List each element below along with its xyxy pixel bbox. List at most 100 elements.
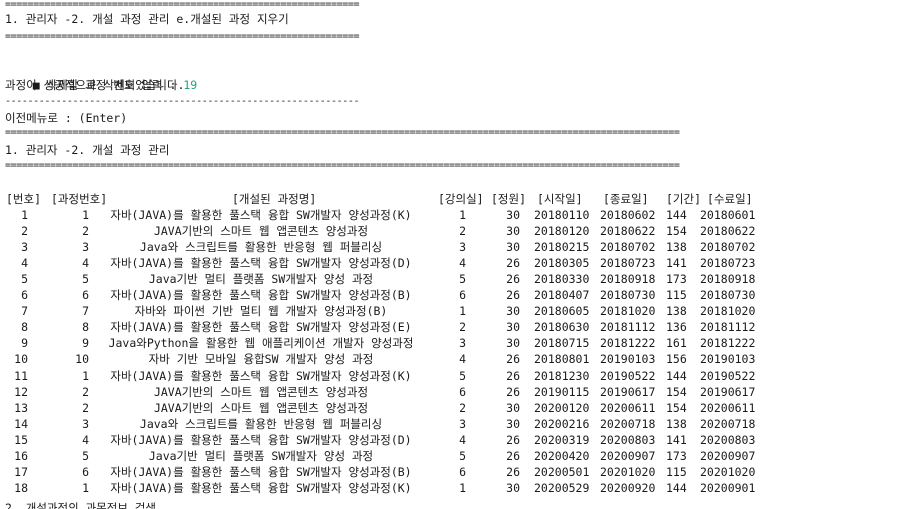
cell-classroom: 6	[459, 464, 466, 479]
cell-completion-date: 20181112	[700, 320, 756, 335]
cell-course-name: 자바(JAVA)를 활용한 풀스택 융합 SW개발자 양성과정(B)	[110, 288, 412, 303]
cell-completion-date: 20201020	[700, 464, 756, 479]
cell-end-date: 20200920	[600, 480, 656, 495]
cell-classroom: 2	[459, 400, 466, 415]
cell-course-name: 자바(JAVA)를 활용한 풀스택 융합 SW개발자 양성과정(K)	[110, 368, 412, 383]
cell-end-date: 20180702	[600, 240, 656, 255]
cell-capacity: 30	[506, 416, 520, 431]
cell-start-date: 20180715	[534, 336, 590, 351]
cell-duration: 144	[666, 368, 687, 383]
cell-classroom: 4	[459, 352, 466, 367]
cell-course-name: 자바 기반 모바일 융합SW 개발자 양성 과정	[148, 352, 374, 367]
cell-course-id: 3	[82, 240, 89, 255]
cell-completion-date: 20181222	[700, 336, 756, 351]
cell-number: 7	[21, 304, 28, 319]
cell-duration: 154	[666, 400, 687, 415]
breadcrumb-delete-course: 1. 관리자 -2. 개설 과정 관리 e.개설된 과정 지우기	[5, 12, 289, 26]
delete-course-number-input[interactable]: 19	[183, 78, 198, 92]
cell-number: 9	[21, 336, 28, 351]
next-menu-line: 2. 개설과정의 과목정보 검색	[5, 501, 156, 509]
cell-number: 2	[21, 224, 28, 239]
cell-capacity: 30	[506, 304, 520, 319]
cell-capacity: 30	[506, 208, 520, 222]
cell-duration: 141	[666, 256, 687, 271]
cell-course-name: JAVA기반의 스마트 웹 앱콘텐츠 양성과정	[153, 384, 369, 399]
cell-classroom: 6	[459, 384, 466, 399]
cell-course-id: 1	[82, 480, 89, 495]
cell-end-date: 20190617	[600, 384, 656, 399]
cell-completion-date: 20200907	[700, 448, 756, 463]
cell-course-name: 자바와 파이썬 기반 멀티 웹 개발자 양성과정(B)	[134, 304, 388, 319]
cell-end-date: 20200907	[600, 448, 656, 463]
cell-capacity: 30	[506, 400, 520, 415]
cell-number: 17	[14, 464, 28, 479]
cell-start-date: 20180630	[534, 320, 590, 335]
cell-course-id: 4	[82, 256, 89, 271]
cell-end-date: 20180622	[600, 224, 656, 239]
cell-duration: 141	[666, 432, 687, 447]
cell-completion-date: 20200718	[700, 416, 756, 431]
cell-end-date: 20190522	[600, 368, 656, 383]
cell-number: 8	[21, 320, 28, 335]
cell-end-date: 20180918	[600, 272, 656, 287]
cell-number: 13	[14, 400, 28, 415]
cell-start-date: 20200216	[534, 416, 590, 431]
back-menu-prompt[interactable]: 이전메뉴로 : (Enter)	[5, 111, 128, 125]
top-rule: ========================================…	[5, 0, 360, 10]
cell-classroom: 4	[459, 256, 466, 271]
cell-course-id: 7	[82, 304, 89, 319]
col-classroom: [강의실]	[438, 192, 484, 206]
cell-duration: 138	[666, 304, 687, 319]
cell-end-date: 20180602	[600, 208, 656, 222]
wide-rule: ========================================…	[5, 128, 680, 138]
cell-capacity: 26	[506, 272, 520, 287]
cell-start-date: 20180110	[534, 208, 590, 222]
cell-duration: 138	[666, 416, 687, 431]
success-message: 과정이 성공적으로 삭제되었습니다.	[5, 78, 185, 92]
cell-start-date: 20180330	[534, 272, 590, 287]
cell-course-id: 6	[82, 464, 89, 479]
cell-completion-date: 20200901	[700, 480, 756, 495]
cell-classroom: 1	[459, 480, 466, 495]
cell-end-date: 20181112	[600, 320, 656, 335]
cell-duration: 136	[666, 320, 687, 335]
cell-completion-date: 20180622	[700, 224, 756, 239]
col-course-id: [과정번호]	[51, 192, 108, 206]
cell-number: 4	[21, 256, 28, 271]
cell-course-name: 자바(JAVA)를 활용한 풀스택 융합 SW개발자 양성과정(D)	[110, 432, 412, 447]
cell-classroom: 3	[459, 240, 466, 255]
cell-duration: 138	[666, 240, 687, 255]
cell-completion-date: 20180601	[700, 208, 756, 222]
cell-end-date: 20200803	[600, 432, 656, 447]
cell-completion-date: 20181020	[700, 304, 756, 319]
cell-number: 10	[14, 352, 28, 367]
cell-start-date: 20180605	[534, 304, 590, 319]
cell-course-name: Java와 스크립트를 활용한 반응형 웹 퍼블리싱	[139, 416, 383, 431]
cell-capacity: 30	[506, 480, 520, 495]
cell-start-date: 20180801	[534, 352, 590, 367]
cell-end-date: 20200718	[600, 416, 656, 431]
cell-capacity: 26	[506, 448, 520, 463]
cell-start-date: 20200501	[534, 464, 590, 479]
cell-capacity: 26	[506, 384, 520, 399]
cell-end-date: 20181222	[600, 336, 656, 351]
cell-start-date: 20180305	[534, 256, 590, 271]
cell-capacity: 30	[506, 224, 520, 239]
cell-duration: 154	[666, 384, 687, 399]
cell-duration: 173	[666, 272, 687, 287]
col-duration: [기간]	[666, 192, 702, 206]
cell-number: 6	[21, 288, 28, 303]
cell-start-date: 20200420	[534, 448, 590, 463]
cell-duration: 156	[666, 352, 687, 367]
cell-completion-date: 20180723	[700, 256, 756, 271]
breadcrumb-course-management: 1. 관리자 -2. 개설 과정 관리	[5, 143, 170, 157]
col-capacity: [정원]	[491, 192, 527, 206]
cell-number: 5	[21, 272, 28, 287]
cell-course-name: Java와Python을 활용한 웹 애플리케이션 개발자 양성과정	[108, 336, 414, 351]
cell-course-id: 2	[82, 384, 89, 399]
cell-completion-date: 20190522	[700, 368, 756, 383]
delete-prompt: ■ 삭제할 과정 번호 입력 : 19	[5, 61, 197, 109]
wide-rule-2: ========================================…	[5, 161, 680, 171]
cell-classroom: 2	[459, 320, 466, 335]
